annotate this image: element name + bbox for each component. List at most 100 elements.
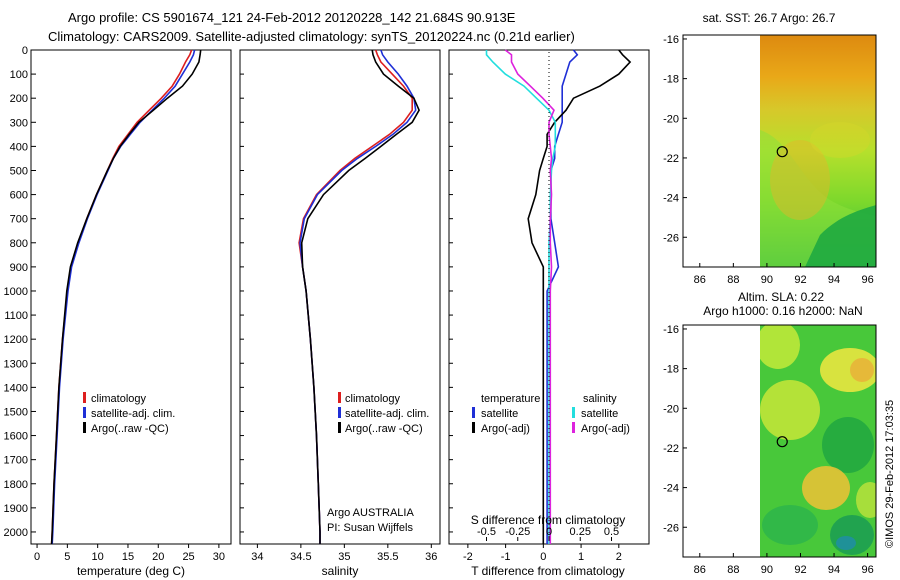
- depth-tick-label: 1600: [4, 431, 28, 443]
- t-difference-axis-label: T difference from climatology: [471, 564, 625, 578]
- legend-swatch-satellite: [83, 407, 86, 418]
- sla-low: [830, 515, 874, 555]
- legend-label-s-argo: Argo(-adj): [581, 423, 630, 435]
- sla-low: [836, 536, 856, 550]
- depth-tick-label: 500: [10, 165, 28, 177]
- legend-swatch-satellite: [338, 407, 341, 418]
- legend-swatch-climatology: [338, 392, 341, 403]
- depth-tick-label: 200: [10, 93, 28, 105]
- depth-tick-label: 2000: [4, 527, 28, 539]
- x-tick-label: 2: [616, 551, 622, 563]
- depth-tick-label: 1700: [4, 455, 28, 467]
- map-lon-label: 88: [727, 274, 739, 286]
- series-line-climatology: [50, 49, 193, 545]
- series-line-satellite-adj-clim: [51, 49, 196, 545]
- x-tick-label: 30: [213, 551, 225, 563]
- map-lon-label: 86: [694, 564, 706, 576]
- x-tick-label: 10: [92, 551, 104, 563]
- sla-low: [822, 417, 874, 473]
- legend-swatch-argo: [83, 422, 86, 433]
- sst-map-frame: [682, 34, 877, 268]
- legend-header-temperature: temperature: [481, 393, 540, 405]
- legend-label-argo: Argo(..raw -QC): [345, 423, 423, 435]
- x-tick-label: 0.5: [604, 526, 619, 538]
- depth-tick-label: 1200: [4, 334, 28, 346]
- series-line-satellite: [546, 49, 579, 544]
- sla-map-title: Altim. SLA: 0.22: [738, 290, 824, 304]
- temperature-series-layer: [50, 49, 202, 545]
- salinity-x-axis: 34 34.5 35 35.5 36: [251, 544, 437, 563]
- sla-high: [856, 482, 876, 518]
- x-tick-label: 34: [251, 551, 263, 563]
- x-tick-label: 15: [122, 551, 134, 563]
- series-line-argo-raw-qc: [50, 49, 202, 545]
- map-lon-label: 92: [794, 274, 806, 286]
- legend-swatch-t-satellite: [472, 407, 475, 418]
- difference-series-layer: [485, 49, 632, 544]
- legend-label-climatology: climatology: [91, 393, 147, 405]
- depth-tick-label: 400: [10, 141, 28, 153]
- depth-tick-label: 100: [10, 69, 28, 81]
- sst-orange-band: [810, 122, 870, 158]
- depth-tick-label: 600: [10, 190, 28, 202]
- depth-tick-label: 1300: [4, 358, 28, 370]
- argo-owner: Argo AUSTRALIA: [327, 507, 414, 519]
- depth-tick-label: 1500: [4, 406, 28, 418]
- map-lat-label: -26: [663, 232, 679, 244]
- legend-label-satellite: satellite-adj. clim.: [345, 408, 429, 420]
- series-line-satellite: [485, 50, 557, 544]
- sst-map: 86 88 90 92 94 96 -16 -18 -20 -22 -24 -26: [663, 34, 877, 286]
- depth-tick-label: 700: [10, 214, 28, 226]
- sla-map-frame: [682, 324, 877, 558]
- sla-map-axes: 86 88 90 92 94 96 -16 -18 -20 -22 -24 -26: [663, 324, 874, 576]
- x-tick-label: -1: [501, 551, 511, 563]
- map-lat-label: -22: [663, 443, 679, 455]
- argo-pi: PI: Susan Wijffels: [327, 522, 413, 534]
- x-tick-label: 1: [578, 551, 584, 563]
- series-line-argo-raw-qc: [300, 49, 420, 544]
- map-lon-label: 96: [861, 564, 873, 576]
- legend-swatch-argo: [338, 422, 341, 433]
- sla-map: 86 88 90 92 94 96 -16 -18 -20 -22 -24 -26: [663, 324, 877, 576]
- salinity-panel-frame: [239, 49, 441, 545]
- salinity-series-layer: [298, 49, 420, 544]
- sst-map-axes: 86 88 90 92 94 96 -16 -18 -20 -22 -24 -26: [663, 34, 874, 286]
- map-lat-label: -24: [663, 193, 679, 205]
- series-line-climatology: [298, 49, 414, 544]
- x-tick-label: 0: [34, 551, 40, 563]
- map-lat-label: -26: [663, 522, 679, 534]
- sla-map-subtitle: Argo h1000: 0.16 h2000: NaN: [703, 304, 862, 318]
- difference-legend: temperature salinity satellite Argo(-adj…: [472, 393, 630, 435]
- sst-cool-patch: [805, 205, 876, 267]
- legend-swatch-climatology: [83, 392, 86, 403]
- title-line-2: Climatology: CARS2009. Satellite-adjuste…: [48, 29, 575, 44]
- map-lat-label: -16: [663, 34, 679, 46]
- x-tick-label: -0.5: [477, 526, 496, 538]
- map-lon-label: 86: [694, 274, 706, 286]
- sst-orange-band: [770, 140, 830, 220]
- series-line-argo-adj: [527, 49, 632, 544]
- x-tick-label: -2: [463, 551, 473, 563]
- depth-tick-label: 1000: [4, 286, 28, 298]
- x-tick-label: 0.25: [570, 526, 591, 538]
- s-difference-axis-label: S difference from climatology: [471, 513, 626, 527]
- map-lon-label: 88: [727, 564, 739, 576]
- temperature-x-axis: 0 5 10 15 20 25 30: [34, 544, 225, 563]
- x-tick-label: 35.5: [377, 551, 398, 563]
- legend-swatch-t-argo: [472, 422, 475, 433]
- map-lat-label: -20: [663, 113, 679, 125]
- x-tick-label: 0: [540, 551, 546, 563]
- temperature-axis-label: temperature (deg C): [77, 564, 185, 578]
- legend-swatch-s-satellite: [572, 407, 575, 418]
- legend-label-t-argo: Argo(-adj): [481, 423, 530, 435]
- temperature-legend: climatology satellite-adj. clim. Argo(..…: [83, 392, 175, 435]
- depth-axis: 0 100 200 300 400 500 600 700 800 900 1000 1100 1200…: [4, 45, 453, 539]
- depth-tick-label: 1800: [4, 479, 28, 491]
- title-line-1: Argo profile: CS 5901674_121 24-Feb-2012…: [68, 10, 516, 25]
- depth-tick-label: 0: [22, 45, 28, 57]
- legend-label-argo: Argo(..raw -QC): [91, 423, 169, 435]
- map-lon-label: 94: [828, 274, 840, 286]
- salinity-legend: climatology satellite-adj. clim. Argo(..…: [338, 392, 429, 435]
- map-lon-label: 94: [828, 564, 840, 576]
